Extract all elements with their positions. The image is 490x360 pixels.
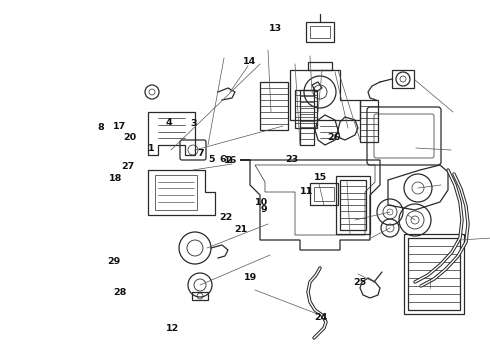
Bar: [404, 234, 464, 314]
Text: 4: 4: [166, 118, 172, 127]
Text: 16: 16: [224, 156, 238, 165]
Text: 10: 10: [255, 198, 268, 207]
Text: 5: 5: [208, 155, 215, 163]
Text: 27: 27: [122, 162, 135, 171]
Bar: [310, 183, 338, 205]
Text: 13: 13: [269, 24, 282, 33]
Text: 6: 6: [220, 155, 226, 163]
Bar: [310, 26, 330, 38]
Bar: [392, 70, 414, 88]
Text: 9: 9: [261, 205, 268, 214]
Text: 14: 14: [243, 57, 256, 66]
Bar: [340, 180, 366, 230]
Text: 20: 20: [123, 133, 137, 142]
Text: 23: 23: [285, 155, 298, 163]
Text: 8: 8: [97, 123, 104, 132]
Text: 26: 26: [327, 133, 341, 142]
Text: 21: 21: [234, 225, 247, 234]
Text: 1: 1: [148, 144, 155, 153]
Bar: [408, 238, 460, 310]
Text: 3: 3: [190, 119, 196, 128]
Bar: [155, 175, 197, 210]
Bar: [308, 62, 332, 70]
Bar: [360, 100, 378, 142]
Text: 15: 15: [314, 173, 327, 182]
Bar: [314, 187, 334, 201]
Text: 17: 17: [113, 122, 126, 131]
Text: 19: 19: [244, 274, 257, 282]
Bar: [192, 292, 208, 300]
Text: 18: 18: [109, 174, 122, 183]
Text: 25: 25: [353, 278, 366, 287]
Bar: [306, 22, 334, 42]
Bar: [295, 90, 317, 128]
Text: 29: 29: [107, 256, 120, 266]
Text: 7: 7: [197, 149, 204, 158]
Text: 24: 24: [315, 313, 328, 322]
Text: 12: 12: [166, 324, 179, 333]
Text: 2: 2: [225, 156, 232, 165]
Bar: [260, 82, 288, 130]
Bar: [300, 90, 314, 145]
Text: 22: 22: [220, 213, 233, 222]
Text: 28: 28: [114, 288, 127, 297]
Text: 11: 11: [300, 187, 313, 196]
Bar: [336, 176, 370, 234]
